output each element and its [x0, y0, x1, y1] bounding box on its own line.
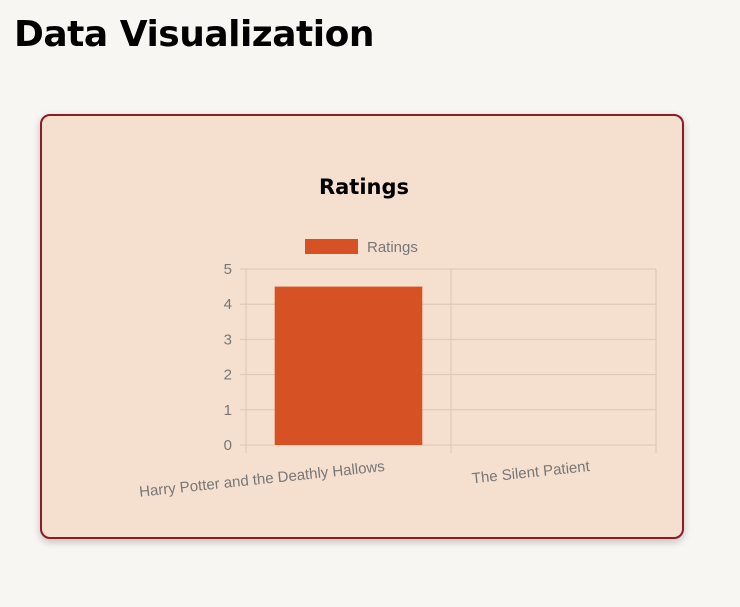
chart-title: Ratings [319, 175, 409, 199]
x-axis-ticks: Harry Potter and the Deathly Hallows The … [138, 458, 591, 501]
legend-swatch [305, 239, 358, 254]
y-axis-ticks: 0 1 2 3 4 5 [224, 261, 232, 454]
y-tick-label: 2 [224, 367, 232, 384]
y-tick-label: 3 [224, 331, 232, 348]
bar-1[interactable] [274, 286, 423, 445]
page-title: Data Visualization [14, 14, 374, 55]
x-tick-label: Harry Potter and the Deathly Hallows [138, 458, 385, 501]
legend-label: Ratings [367, 239, 418, 256]
chart-legend[interactable]: Ratings [305, 239, 418, 256]
y-tick-label: 1 [224, 402, 232, 419]
x-tick-label: The Silent Patient [471, 458, 591, 487]
y-tick-label: 4 [224, 296, 232, 313]
chart-bars [274, 286, 423, 445]
y-tick-label: 0 [224, 437, 232, 454]
y-tick-label: 5 [224, 261, 232, 278]
